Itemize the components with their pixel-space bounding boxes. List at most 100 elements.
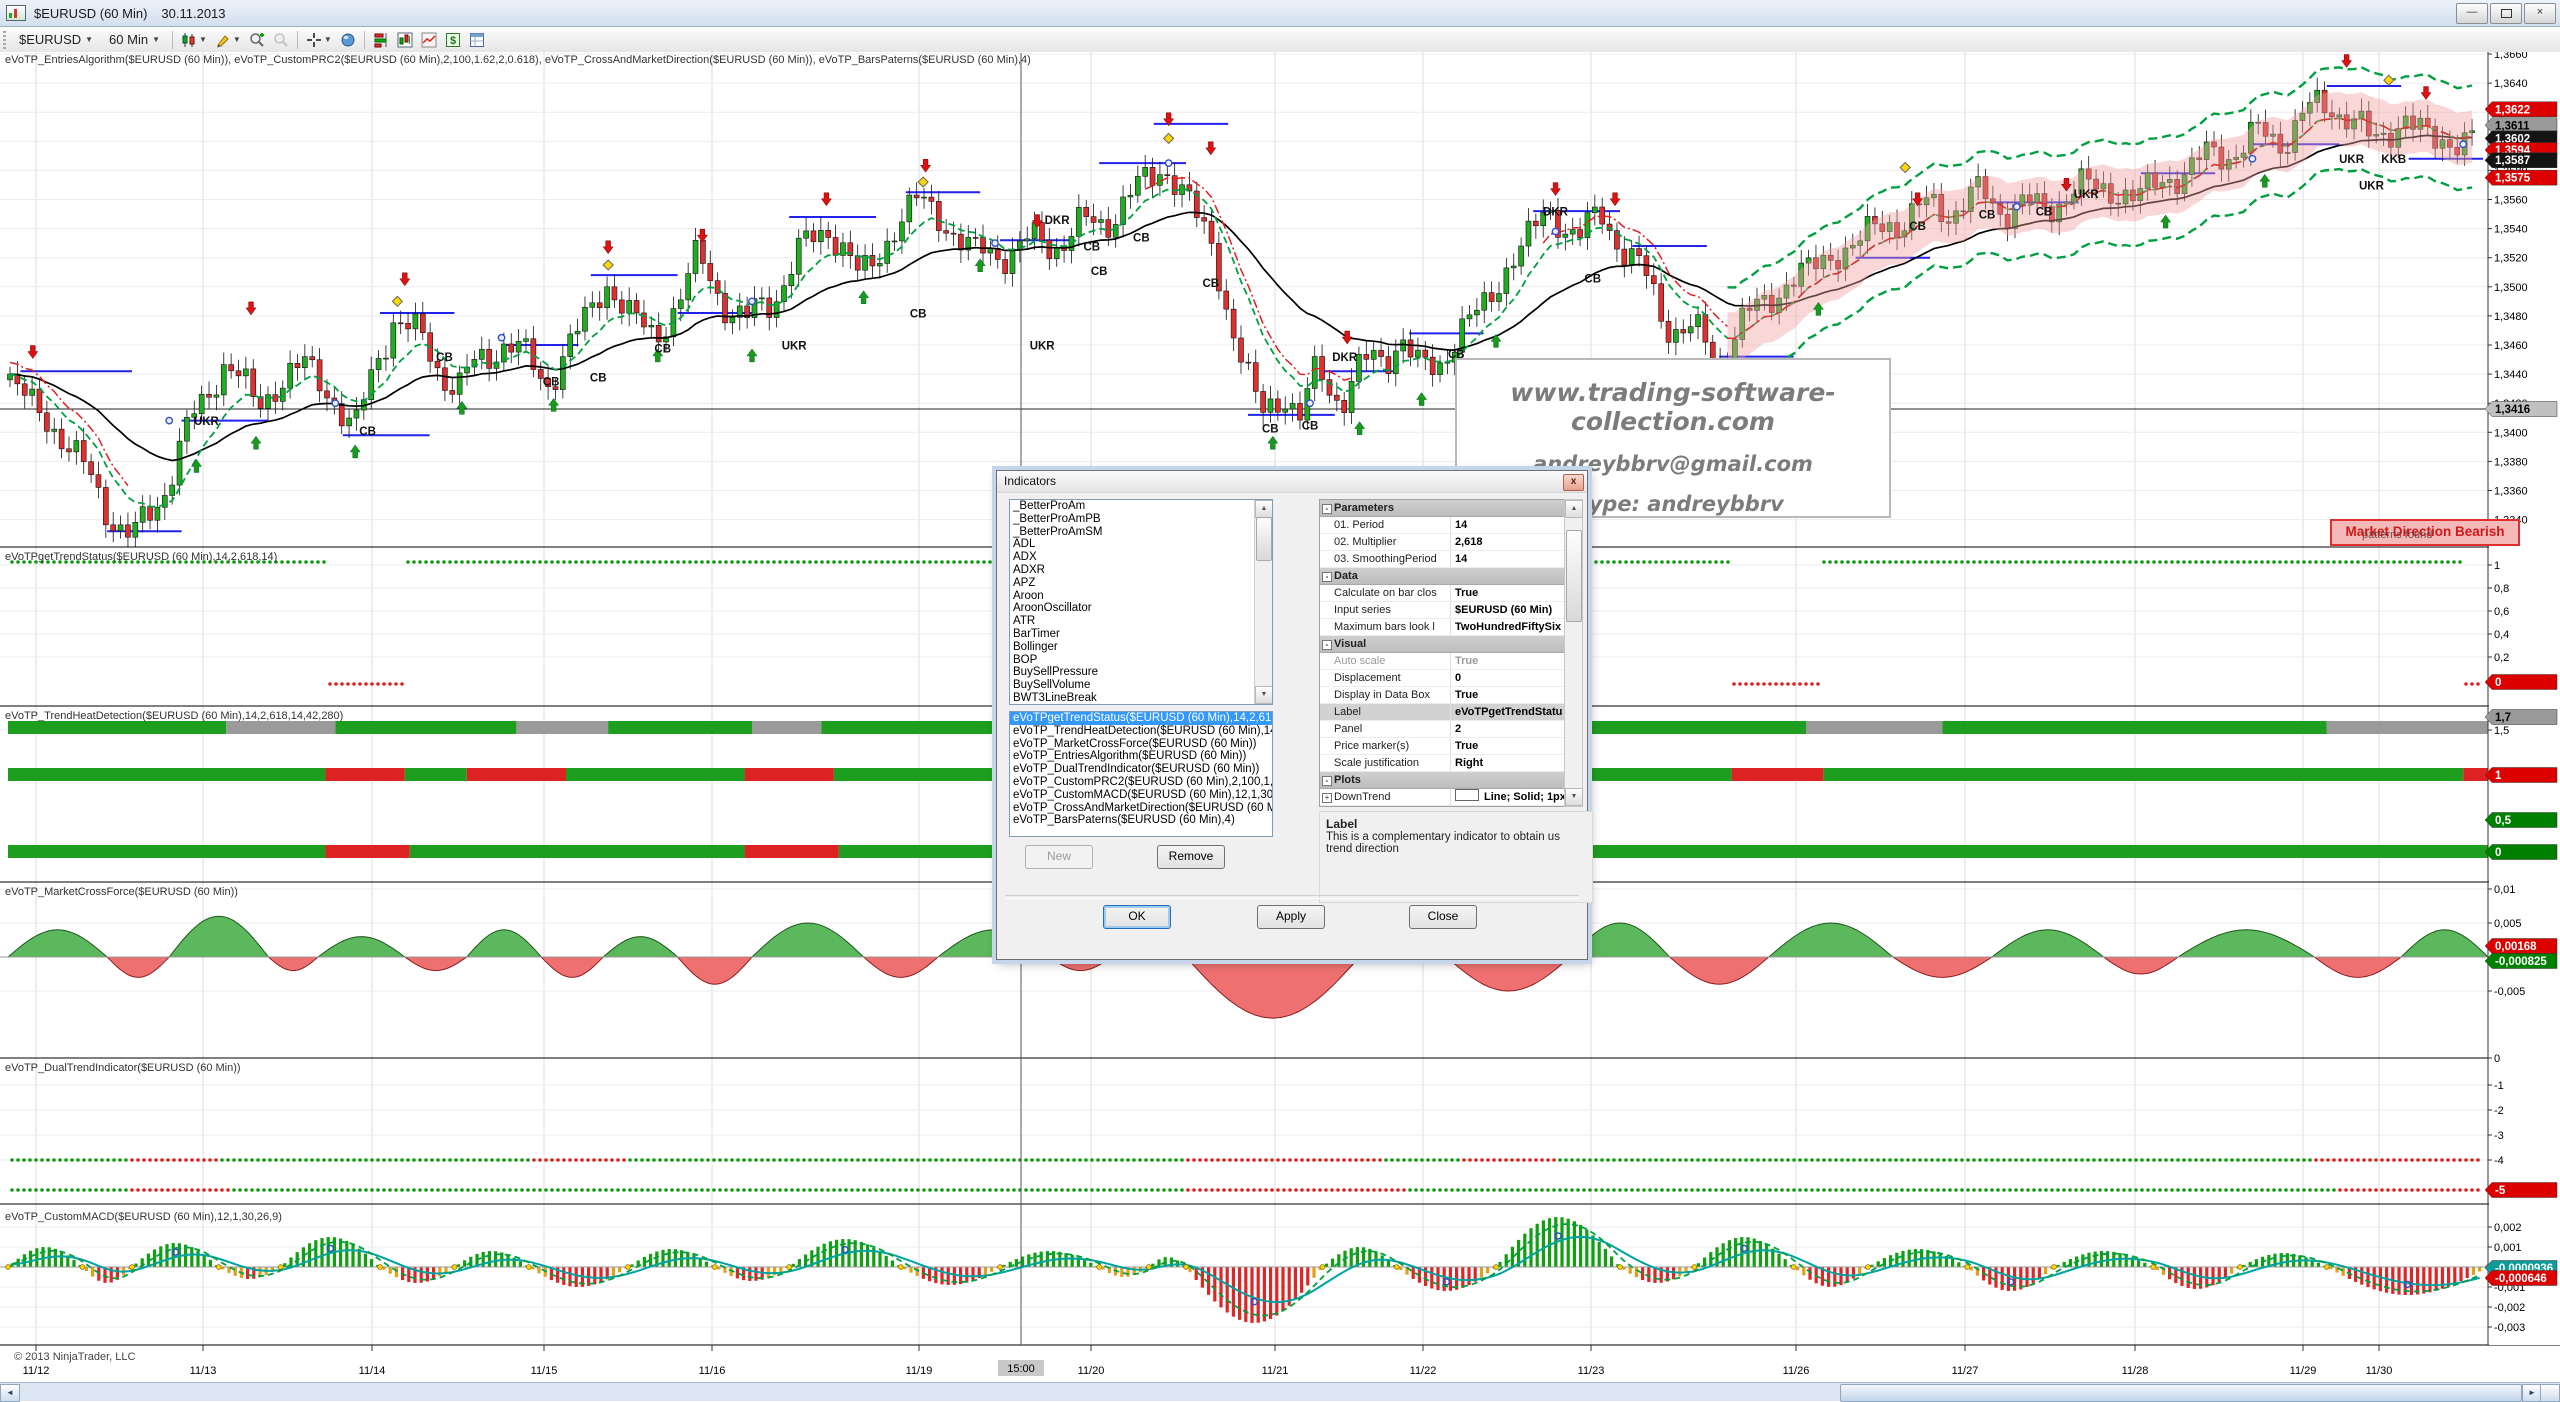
svg-text:1,3611: 1,3611 xyxy=(2495,120,2530,132)
indicator-list-item[interactable]: Bollinger xyxy=(1010,641,1272,654)
dot-marker-icon xyxy=(332,400,338,406)
instrument-selector[interactable]: $EURUSD ▼ xyxy=(11,29,101,50)
property-group-row[interactable]: -Plots xyxy=(1320,772,1582,789)
property-row[interactable]: Input series$EURUSD (60 Min) xyxy=(1320,602,1582,619)
indicator-list-item[interactable]: APZ xyxy=(1010,577,1272,590)
svg-text:0,001: 0,001 xyxy=(2494,1242,2522,1254)
chart-icon[interactable] xyxy=(393,30,417,50)
property-group-row[interactable]: -Visual xyxy=(1320,636,1582,653)
indicator-list-item[interactable]: BarTimer xyxy=(1010,628,1272,641)
svg-text:0,4: 0,4 xyxy=(2494,629,2509,641)
svg-text:11/27: 11/27 xyxy=(1952,1365,1979,1377)
indicator-list-item[interactable]: _BetterProAm xyxy=(1010,500,1272,513)
apply-button[interactable]: Apply xyxy=(1257,905,1325,929)
chevron-down-icon: ▼ xyxy=(324,35,332,44)
crosshair-icon[interactable]: ▼ xyxy=(302,30,336,50)
svg-text:1,3400: 1,3400 xyxy=(2494,427,2528,439)
applied-indicator-item[interactable]: eVoTP_CrossAndMarketDirection($EURUSD (6… xyxy=(1010,802,1272,815)
svg-text:1,3575: 1,3575 xyxy=(2495,173,2531,185)
grid-icon[interactable] xyxy=(465,30,489,50)
indicator-list-item[interactable]: ATR xyxy=(1010,615,1272,628)
indicator-list-item[interactable]: ADX xyxy=(1010,551,1272,564)
indicator-list-item[interactable]: BuySellPressure xyxy=(1010,666,1272,679)
window-title-date: 30.11.2013 xyxy=(161,6,225,21)
applied-indicator-item[interactable]: eVoTP_BarsPaterns($EURUSD (60 Min),4) xyxy=(1010,814,1272,827)
maximize-button[interactable] xyxy=(2490,3,2522,24)
zoom-out-icon[interactable] xyxy=(269,30,293,50)
indicator-list-item[interactable]: Aroon xyxy=(1010,590,1272,603)
chart-line-icon[interactable] xyxy=(417,30,441,50)
scroll-right-icon[interactable]: ► xyxy=(2522,1384,2542,1402)
toolbar-grip[interactable] xyxy=(3,31,6,49)
available-list-scrollbar[interactable]: ▲ ▼ xyxy=(1254,500,1272,704)
indicator-list-item[interactable]: ADXR xyxy=(1010,564,1272,577)
new-button[interactable]: New xyxy=(1025,845,1093,869)
zoom-in-icon[interactable] xyxy=(245,30,269,50)
svg-text:1,3500: 1,3500 xyxy=(2494,282,2528,294)
applied-indicator-item[interactable]: eVoTP_TrendHeatDetection($EURUSD (60 Min… xyxy=(1010,725,1272,738)
remove-button[interactable]: Remove xyxy=(1157,845,1225,869)
dot-marker-icon xyxy=(1165,160,1171,166)
dialog-close-icon[interactable]: x xyxy=(1563,474,1584,491)
globe-icon[interactable] xyxy=(336,30,360,50)
property-group-row[interactable]: -Parameters xyxy=(1320,500,1582,517)
indicator-list-item[interactable]: _BetterProAmSM xyxy=(1010,526,1272,539)
scroll-left-icon[interactable]: ◄ xyxy=(0,1384,20,1402)
property-group-row[interactable]: -Data xyxy=(1320,568,1582,585)
dot-marker-icon xyxy=(1307,400,1313,406)
indicator-list-item[interactable]: BWT3LineBreak xyxy=(1010,692,1272,705)
pattern-label: CB xyxy=(590,372,607,384)
scroll-down-icon[interactable]: ▼ xyxy=(1565,788,1583,806)
draw-icon[interactable]: ▼ xyxy=(211,30,245,50)
close-button[interactable]: × xyxy=(2524,3,2556,24)
property-row[interactable]: Price marker(s)True xyxy=(1320,738,1582,755)
svg-text:11/16: 11/16 xyxy=(699,1365,726,1377)
scroll-down-icon[interactable]: ▼ xyxy=(1255,686,1273,704)
indicator-list-item[interactable]: BOP xyxy=(1010,654,1272,667)
svg-text:1,3416: 1,3416 xyxy=(2495,404,2530,416)
svg-text:1,3520: 1,3520 xyxy=(2494,253,2528,265)
property-row[interactable]: +TrendDot; Solid; 1px xyxy=(1320,806,1582,807)
properties-scrollbar[interactable]: ▲ ▼ xyxy=(1564,499,1583,807)
available-indicators-list[interactable]: _BetterProAm_BetterProAmPB_BetterProAmSM… xyxy=(1009,499,1273,705)
indicator-list-item[interactable]: AroonOscillator xyxy=(1010,602,1272,615)
horizontal-scrollbar[interactable]: ◄ ► xyxy=(0,1382,2560,1401)
minimize-button[interactable]: — xyxy=(2456,3,2488,24)
applied-indicator-item[interactable]: eVoTP_CustomPRC2($EURUSD (60 Min),2,100,… xyxy=(1010,776,1272,789)
close-button-dialog[interactable]: Close xyxy=(1409,905,1477,929)
applied-indicator-item[interactable]: eVoTP_DualTrendIndicator($EURUSD (60 Min… xyxy=(1010,763,1272,776)
pattern-label: CB xyxy=(1133,233,1150,245)
applied-indicators-list[interactable]: eVoTPgetTrendStatus($EURUSD (60 Min),14,… xyxy=(1009,711,1273,837)
pattern-label: CB xyxy=(543,377,560,389)
scroll-up-icon[interactable]: ▲ xyxy=(1255,500,1273,518)
indicator-list-item[interactable]: ADL xyxy=(1010,538,1272,551)
indicator-list-item[interactable]: _BetterProAmPB xyxy=(1010,513,1272,526)
applied-indicator-item[interactable]: eVoTP_CustomMACD($EURUSD (60 Min),12,1,3… xyxy=(1010,789,1272,802)
market-analyzer-icon[interactable] xyxy=(369,30,393,50)
applied-indicator-item[interactable]: eVoTPgetTrendStatus($EURUSD (60 Min),14,… xyxy=(1010,712,1272,725)
applied-indicator-item[interactable]: eVoTP_EntriesAlgorithm($EURUSD (60 Min)) xyxy=(1010,750,1272,763)
account-icon[interactable]: $ xyxy=(441,30,465,50)
applied-indicator-item[interactable]: eVoTP_MarketCrossForce($EURUSD (60 Min)) xyxy=(1010,738,1272,751)
ok-button[interactable]: OK xyxy=(1103,905,1171,929)
plot-color-swatch xyxy=(1455,789,1479,801)
scroll-up-icon[interactable]: ▲ xyxy=(1565,500,1583,518)
scrollbar-thumb[interactable] xyxy=(1840,1384,2522,1402)
indicator-list-item[interactable]: BuySellVolume xyxy=(1010,679,1272,692)
interval-selector[interactable]: 60 Min ▼ xyxy=(101,29,168,50)
chart-style-icon[interactable]: ▼ xyxy=(177,30,211,50)
